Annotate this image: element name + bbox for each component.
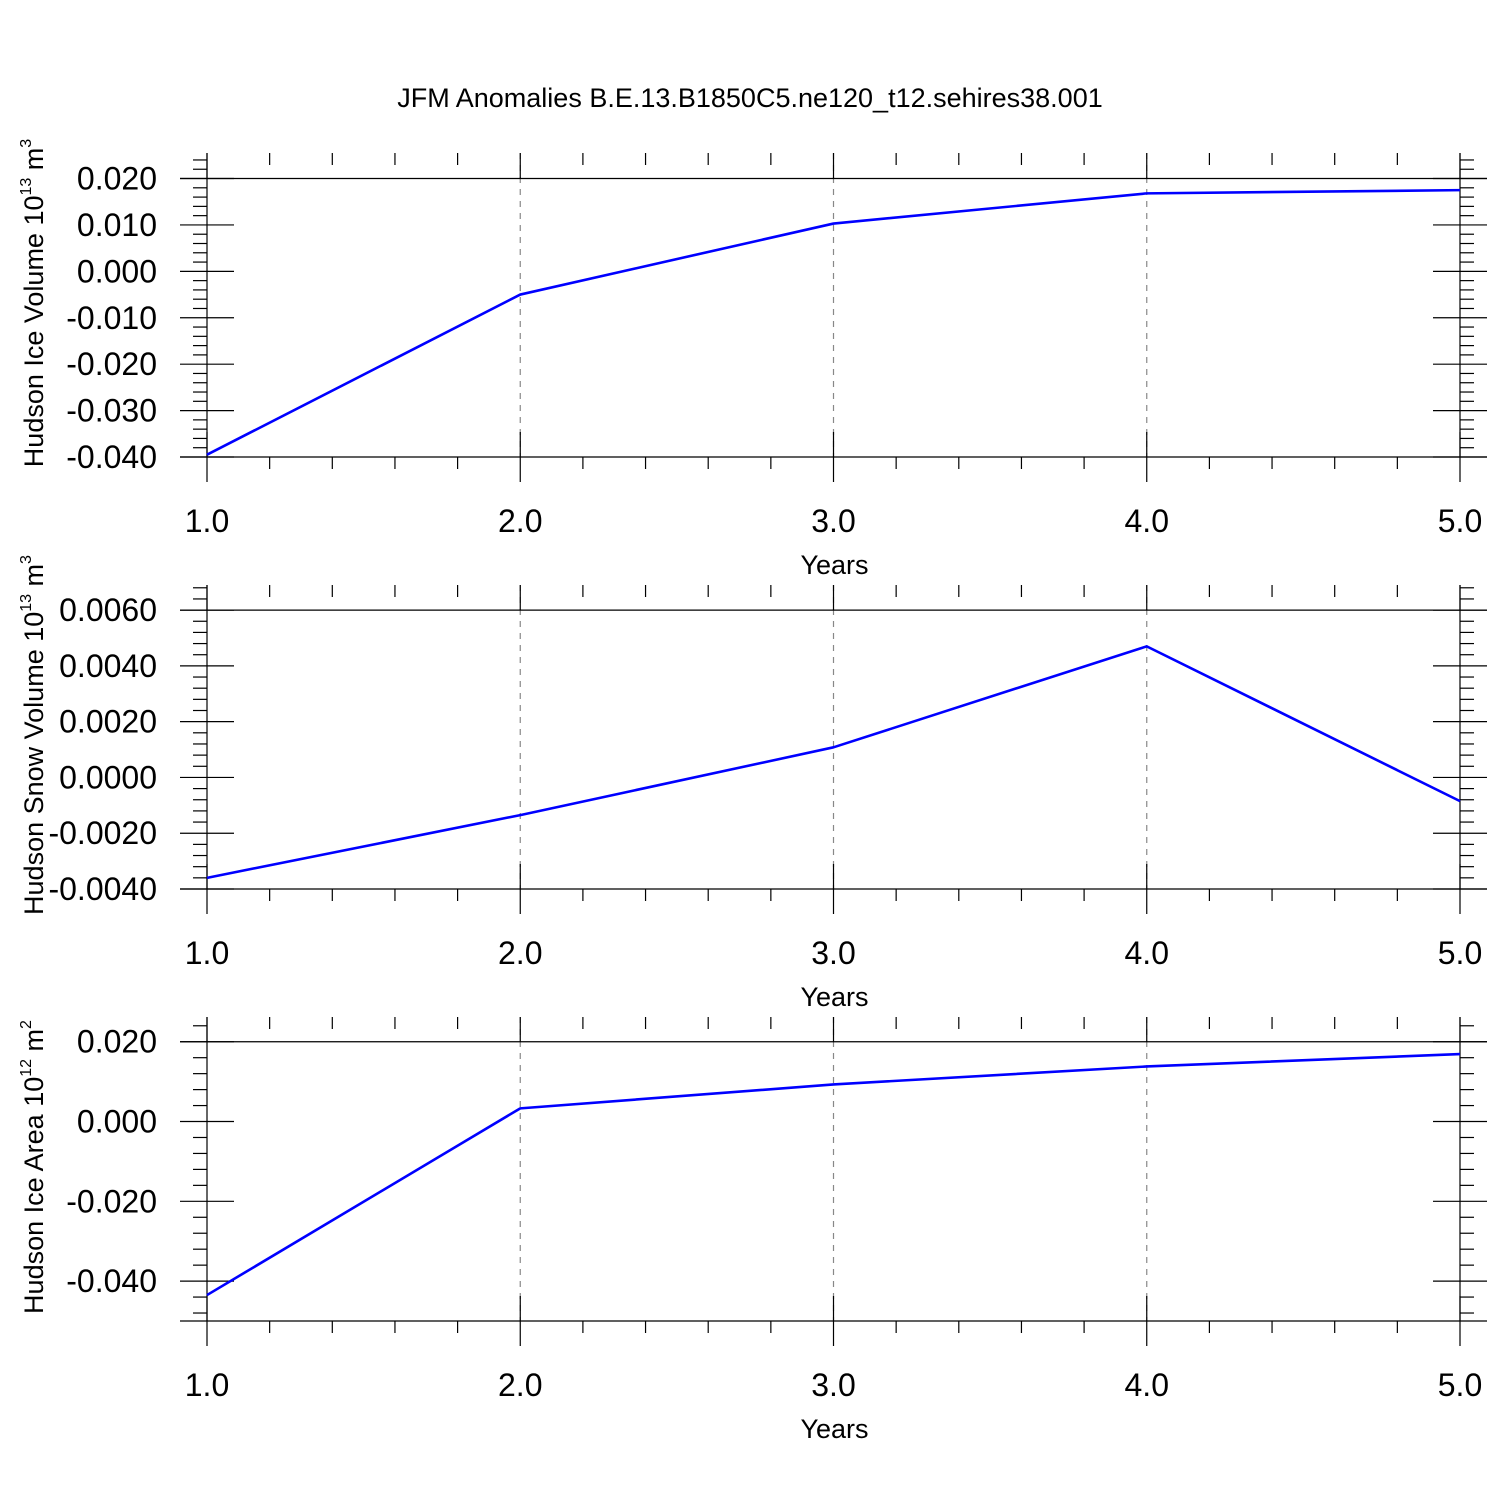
x-tick-label: 3.0 — [811, 503, 855, 539]
chart-panels: 1.0 2.0 3.0 4.0 5.0 -0.040 -0.030 -0.020 -0.010 0… — [18, 139, 1487, 1444]
y-tick-label: 0.010 — [77, 207, 157, 243]
x-tick-label: 1.0 — [185, 1367, 229, 1403]
x-tick-label: 2.0 — [498, 935, 542, 971]
x-tick-label: 5.0 — [1438, 503, 1482, 539]
x-tick-label: 4.0 — [1125, 1367, 1169, 1403]
y-axis-label-text: Hudson Ice Area 10 — [19, 1077, 49, 1314]
x-tick-label: 5.0 — [1438, 1367, 1482, 1403]
x-axis-label: Years — [800, 982, 868, 1012]
x-tick-label: 4.0 — [1125, 503, 1169, 539]
y-axis-label-unit-exponent: 3 — [18, 139, 35, 148]
y-axis-label-unit-exponent: 3 — [18, 555, 35, 564]
y-axis-label-exponent: 12 — [18, 1059, 35, 1077]
y-tick-label: -0.010 — [66, 300, 157, 336]
y-tick-label: -0.040 — [66, 1263, 157, 1299]
x-tick-label: 3.0 — [811, 935, 855, 971]
y-axis-label-unit: m — [19, 1029, 49, 1059]
x-tick-label: 3.0 — [811, 1367, 855, 1403]
y-tick-label: 0.020 — [77, 161, 157, 197]
y-axis-label-text: Hudson Ice Volume 10 — [19, 196, 49, 468]
x-tick-label: 5.0 — [1438, 935, 1482, 971]
y-tick-label: 0.0060 — [59, 592, 157, 628]
figure-title: JFM Anomalies B.E.13.B1850C5.ne120_t12.s… — [397, 83, 1102, 113]
x-axis-label: Years — [800, 550, 868, 580]
x-tick-label: 1.0 — [185, 503, 229, 539]
y-tick-label: 0.0040 — [59, 648, 157, 684]
chart-panel-3: 1.0 2.0 3.0 4.0 5.0 -0.040 -0.020 0.000 0.020 Yea… — [18, 1017, 1487, 1444]
y-tick-label: 0.020 — [77, 1024, 157, 1060]
y-tick-label: -0.020 — [66, 346, 157, 382]
y-tick-label: -0.0020 — [48, 815, 157, 851]
y-axis-label-exponent: 13 — [18, 178, 35, 196]
y-axis-label: Hudson Ice Area 1012 m2 — [18, 1020, 49, 1314]
y-axis-label: Hudson Snow Volume 1013 m3 — [18, 555, 49, 915]
chart-panel-2: 1.0 2.0 3.0 4.0 5.0 -0.0040 -0.0020 0.0000 0.002… — [18, 555, 1487, 1012]
y-tick-label: 0.000 — [77, 1104, 157, 1140]
y-axis-label-exponent: 13 — [18, 594, 35, 612]
x-axis-label: Years — [800, 1414, 868, 1444]
y-tick-label: 0.0020 — [59, 704, 157, 740]
y-tick-label: 0.000 — [77, 253, 157, 289]
y-tick-label: -0.030 — [66, 393, 157, 429]
x-tick-label: 2.0 — [498, 1367, 542, 1403]
y-axis-label-unit-exponent: 2 — [18, 1020, 35, 1029]
y-tick-label: -0.0040 — [48, 871, 157, 907]
y-axis-label-unit: m — [19, 564, 49, 594]
y-axis-label: Hudson Ice Volume 1013 m3 — [18, 139, 49, 467]
y-tick-label: 0.0000 — [59, 759, 157, 795]
y-tick-label: -0.040 — [66, 439, 157, 475]
chart-panel-1: 1.0 2.0 3.0 4.0 5.0 -0.040 -0.030 -0.020 -0.010 0… — [18, 139, 1487, 580]
x-tick-label: 1.0 — [185, 935, 229, 971]
x-tick-label: 2.0 — [498, 503, 542, 539]
y-axis-label-text: Hudson Snow Volume 10 — [19, 612, 49, 915]
y-axis-label-unit: m — [19, 148, 49, 178]
x-tick-label: 4.0 — [1125, 935, 1169, 971]
y-tick-label: -0.020 — [66, 1183, 157, 1219]
